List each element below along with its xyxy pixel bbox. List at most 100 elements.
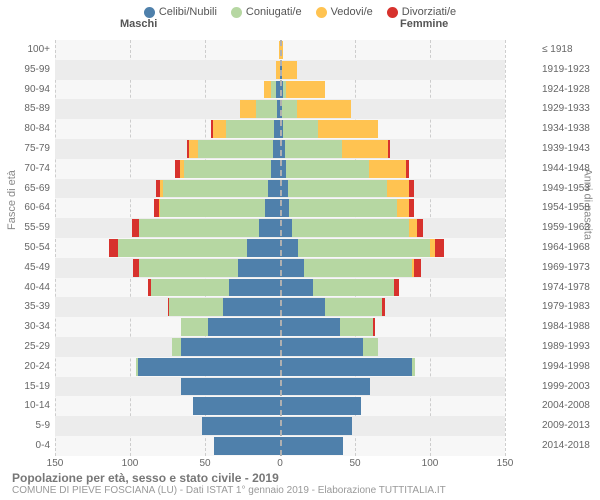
- bar-segment-female: [280, 279, 313, 297]
- age-label: 45-49: [0, 263, 50, 273]
- bar-segment-male: [172, 338, 181, 356]
- bar-segment-female: [280, 298, 325, 316]
- bar-segment-male: [169, 298, 223, 316]
- column-headers: Maschi Femmine: [0, 18, 600, 34]
- legend-swatch: [387, 7, 398, 18]
- bar-segment-male: [273, 140, 281, 158]
- legend-swatch: [144, 7, 155, 18]
- age-label: 60-64: [0, 203, 50, 213]
- age-label: 65-69: [0, 184, 50, 194]
- bar-segment-female: [285, 140, 342, 158]
- bar-segment-male: [189, 140, 198, 158]
- bar-segment-male: [156, 180, 161, 198]
- birth-year-label: 1959-1963: [542, 223, 600, 233]
- bar-segment-male: [181, 338, 280, 356]
- birth-year-label: 1954-1958: [542, 203, 600, 213]
- bar-segment-female: [304, 259, 412, 277]
- bar-segment-male: [168, 298, 170, 316]
- age-label: 90-94: [0, 85, 50, 95]
- birth-year-label: 1929-1933: [542, 104, 600, 114]
- legend-swatch: [231, 7, 242, 18]
- bar-segment-male: [148, 279, 151, 297]
- female-header: Femmine: [400, 18, 448, 30]
- age-label: 70-74: [0, 164, 50, 174]
- bar-segment-female: [280, 259, 304, 277]
- birth-year-label: ≤ 1918: [542, 45, 600, 55]
- bar-segment-male: [175, 160, 180, 178]
- bar-segment-female: [297, 100, 351, 118]
- birth-year-label: 1944-1948: [542, 164, 600, 174]
- x-tick: 100: [422, 458, 439, 469]
- bar-segment-male: [264, 81, 272, 99]
- x-tick: 0: [277, 458, 283, 469]
- age-label: 35-39: [0, 302, 50, 312]
- bar-segment-female: [382, 298, 385, 316]
- birth-year-label: 1939-1943: [542, 144, 600, 154]
- legend-item: Vedovi/e: [316, 6, 373, 18]
- bar-segment-female: [325, 298, 382, 316]
- x-tick: 50: [199, 458, 210, 469]
- legend-label: Vedovi/e: [331, 6, 373, 18]
- y-axis-right: ≤ 19181919-19231924-19281929-19331934-19…: [542, 40, 600, 456]
- bar-segment-male: [202, 417, 280, 435]
- birth-year-label: 1984-1988: [542, 322, 600, 332]
- bar-segment-male: [133, 259, 139, 277]
- bar-segment-female: [280, 378, 370, 396]
- bar-segment-female: [286, 81, 325, 99]
- footer: Popolazione per età, sesso e stato civil…: [12, 471, 588, 496]
- bar-segment-male: [208, 318, 280, 336]
- birth-year-label: 2004-2008: [542, 401, 600, 411]
- bar-segment-male: [139, 259, 238, 277]
- birth-year-label: 1979-1983: [542, 302, 600, 312]
- bar-segment-male: [139, 219, 259, 237]
- bar-segment-male: [118, 239, 247, 257]
- bar-segment-female: [282, 61, 297, 79]
- bar-segment-female: [292, 219, 409, 237]
- birth-year-label: 1949-1953: [542, 184, 600, 194]
- bar-segment-female: [369, 160, 407, 178]
- bar-segment-male: [187, 140, 189, 158]
- legend-item: Coniugati/e: [231, 6, 302, 18]
- bar-segment-female: [409, 199, 414, 217]
- bar-segment-male: [181, 378, 280, 396]
- bar-segment-female: [414, 259, 422, 277]
- bar-segment-male: [240, 100, 257, 118]
- age-label: 75-79: [0, 144, 50, 154]
- birth-year-label: 1994-1998: [542, 362, 600, 372]
- age-label: 95-99: [0, 65, 50, 75]
- birth-year-label: 1964-1968: [542, 243, 600, 253]
- x-tick: 50: [349, 458, 360, 469]
- y-axis-left: 100+95-9990-9485-8980-8475-7970-7465-696…: [0, 40, 50, 456]
- bar-segment-female: [280, 358, 412, 376]
- bar-segment-female: [288, 180, 387, 198]
- bar-segment-male: [163, 180, 268, 198]
- bar-segment-female: [435, 239, 444, 257]
- bar-segment-female: [280, 318, 340, 336]
- bar-segment-male: [265, 199, 280, 217]
- bar-segment-male: [247, 239, 280, 257]
- age-label: 10-14: [0, 401, 50, 411]
- age-label: 15-19: [0, 382, 50, 392]
- bar-segment-male: [211, 120, 213, 138]
- population-pyramid-chart: Celibi/NubiliConiugati/eVedovi/eDivorzia…: [0, 0, 600, 500]
- age-label: 5-9: [0, 421, 50, 431]
- bar-segment-female: [412, 358, 415, 376]
- bar-segment-female: [286, 160, 369, 178]
- bar-segment-male: [132, 219, 140, 237]
- age-label: 80-84: [0, 124, 50, 134]
- bar-segment-male: [259, 219, 280, 237]
- bar-segment-female: [313, 279, 394, 297]
- age-label: 25-29: [0, 342, 50, 352]
- chart-title: Popolazione per età, sesso e stato civil…: [12, 471, 588, 485]
- birth-year-label: 1974-1978: [542, 283, 600, 293]
- age-label: 40-44: [0, 283, 50, 293]
- bar-segment-female: [397, 199, 409, 217]
- bar-segment-male: [151, 279, 229, 297]
- bar-segment-male: [226, 120, 274, 138]
- bar-segment-female: [280, 338, 363, 356]
- legend-swatch: [316, 7, 327, 18]
- legend-item: Divorziati/e: [387, 6, 456, 18]
- birth-year-label: 1924-1928: [542, 85, 600, 95]
- bar-segment-male: [138, 358, 281, 376]
- bar-segment-male: [223, 298, 280, 316]
